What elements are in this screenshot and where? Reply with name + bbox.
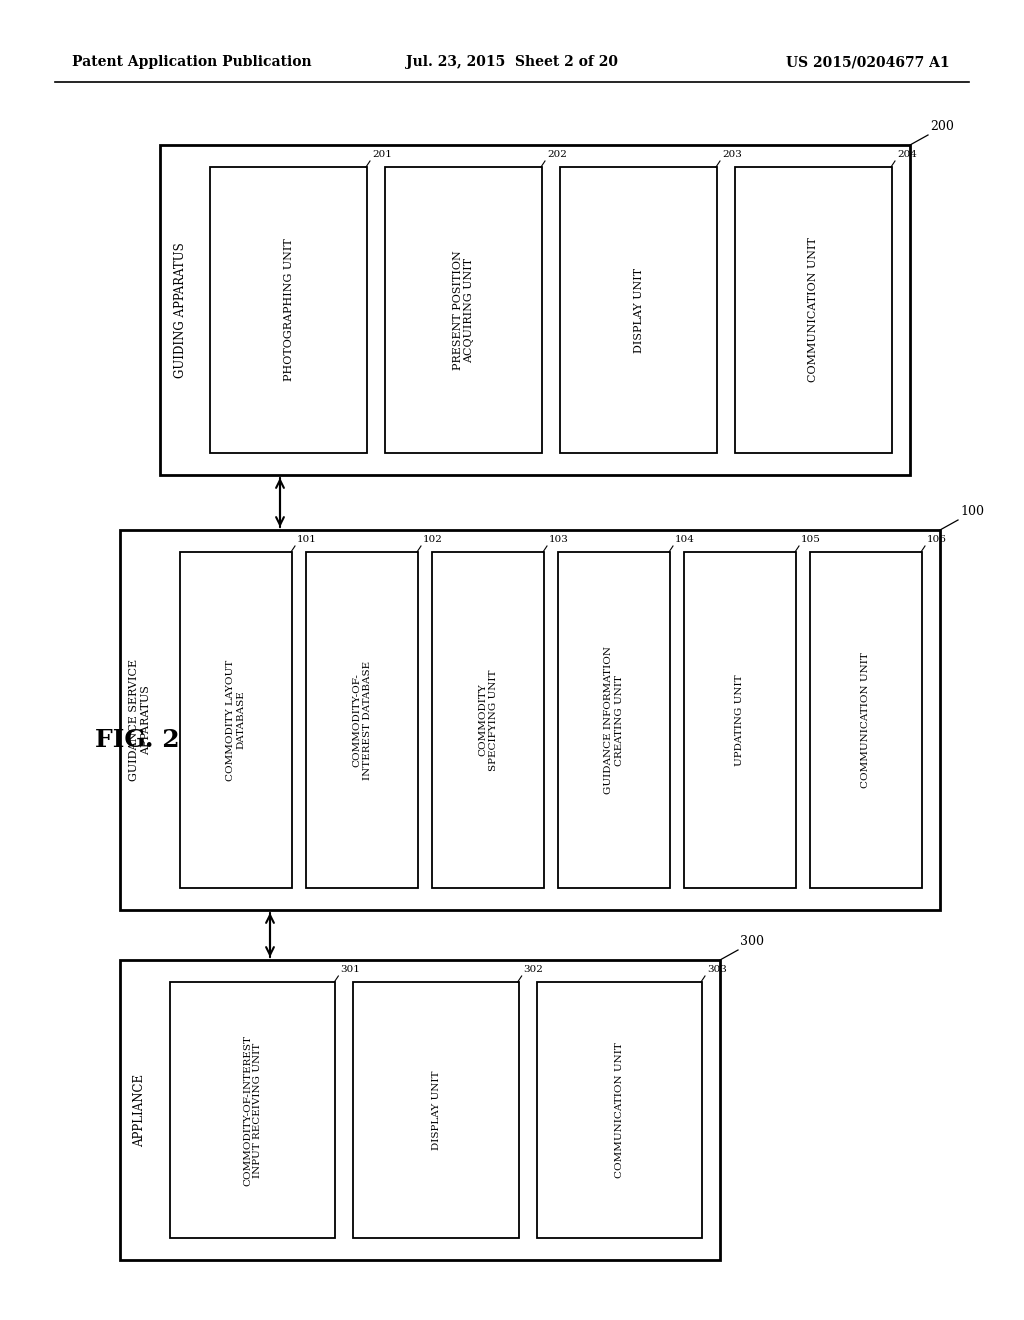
Bar <box>537 982 702 1238</box>
Text: COMMUNICATION UNIT: COMMUNICATION UNIT <box>861 652 870 788</box>
Text: 105: 105 <box>801 535 821 544</box>
Text: 302: 302 <box>523 965 544 974</box>
Text: FIG. 2: FIG. 2 <box>95 729 179 752</box>
Bar <box>160 145 910 475</box>
Bar <box>120 960 720 1261</box>
Bar <box>385 168 542 453</box>
Text: GUIDANCE INFORMATION
CREATING UNIT: GUIDANCE INFORMATION CREATING UNIT <box>604 645 624 795</box>
Text: DISPLAY UNIT: DISPLAY UNIT <box>431 1071 440 1150</box>
Bar <box>353 982 519 1238</box>
Text: Patent Application Publication: Patent Application Publication <box>72 55 311 69</box>
Text: GUIDING APPARATUS: GUIDING APPARATUS <box>173 242 186 378</box>
Text: 201: 201 <box>372 150 392 158</box>
Text: 100: 100 <box>961 506 984 517</box>
Text: PRESENT POSITION
ACQUIRING UNIT: PRESENT POSITION ACQUIRING UNIT <box>453 249 474 370</box>
Text: 104: 104 <box>675 535 695 544</box>
Bar <box>170 982 335 1238</box>
Text: 106: 106 <box>927 535 947 544</box>
Bar <box>735 168 892 453</box>
Text: 202: 202 <box>547 150 567 158</box>
Text: COMMODITY-OF-INTEREST
INPUT RECEIVING UNIT: COMMODITY-OF-INTEREST INPUT RECEIVING UN… <box>243 1035 262 1185</box>
Text: 103: 103 <box>549 535 569 544</box>
Text: 200: 200 <box>930 120 954 133</box>
Text: COMMODITY LAYOUT
DATABASE: COMMODITY LAYOUT DATABASE <box>226 660 246 780</box>
Text: 102: 102 <box>423 535 442 544</box>
Text: US 2015/0204677 A1: US 2015/0204677 A1 <box>786 55 950 69</box>
Text: 101: 101 <box>297 535 316 544</box>
Bar <box>210 168 367 453</box>
Text: Jul. 23, 2015  Sheet 2 of 20: Jul. 23, 2015 Sheet 2 of 20 <box>406 55 618 69</box>
Bar <box>432 552 544 888</box>
Text: 300: 300 <box>740 935 764 948</box>
Bar <box>684 552 796 888</box>
Text: COMMUNICATION UNIT: COMMUNICATION UNIT <box>809 238 818 383</box>
Bar <box>558 552 670 888</box>
Bar <box>306 552 418 888</box>
Bar <box>560 168 717 453</box>
Bar <box>810 552 922 888</box>
Text: DISPLAY UNIT: DISPLAY UNIT <box>634 268 643 352</box>
Text: COMMUNICATION UNIT: COMMUNICATION UNIT <box>614 1041 624 1177</box>
Text: PHOTOGRAPHING UNIT: PHOTOGRAPHING UNIT <box>284 239 294 381</box>
Text: UPDATING UNIT: UPDATING UNIT <box>735 675 744 766</box>
Text: 301: 301 <box>340 965 360 974</box>
Text: COMMODITY
SPECIFYING UNIT: COMMODITY SPECIFYING UNIT <box>478 669 498 771</box>
Bar <box>180 552 292 888</box>
Text: 204: 204 <box>897 150 916 158</box>
Text: COMMODITY-OF-
INTEREST DATABASE: COMMODITY-OF- INTEREST DATABASE <box>352 660 372 780</box>
Text: APPLIANCE: APPLIANCE <box>133 1073 146 1147</box>
Text: 203: 203 <box>722 150 741 158</box>
Bar <box>120 531 940 909</box>
Text: GUIDANCE SERVICE
APPARATUS: GUIDANCE SERVICE APPARATUS <box>129 659 151 781</box>
Text: 303: 303 <box>707 965 727 974</box>
